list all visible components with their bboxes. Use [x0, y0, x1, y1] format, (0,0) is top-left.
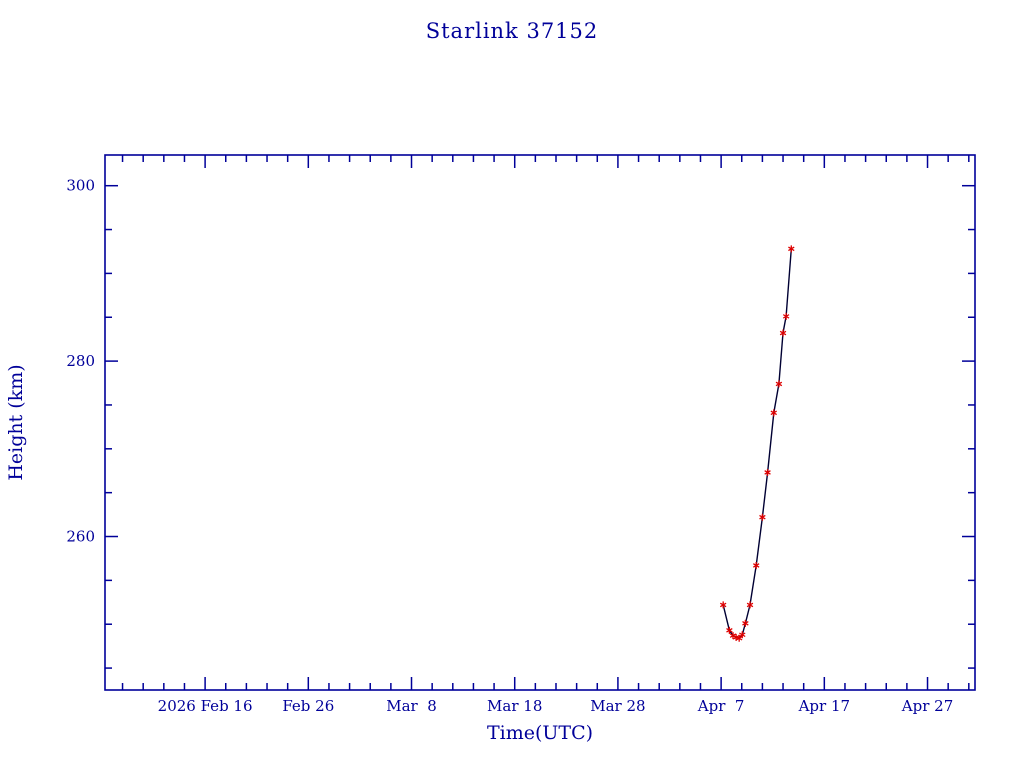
- x-tick-label: Mar 18: [487, 697, 542, 715]
- x-tick-label: Mar 8: [386, 697, 437, 715]
- plot-frame: [104, 154, 976, 691]
- x-tick-label: Apr 27: [901, 697, 953, 715]
- x-axis-title: Time(UTC): [487, 722, 593, 744]
- x-tick-label: Mar 28: [590, 697, 645, 715]
- data-point-asterisk: [764, 468, 771, 476]
- data-point-asterisk: [726, 626, 733, 634]
- x-tick-label: Feb 26: [282, 697, 334, 715]
- x-tick-label: Apr 7: [697, 697, 745, 715]
- data-point-asterisk: [739, 631, 746, 639]
- data-point-asterisk: [719, 601, 727, 609]
- data-point-asterisk: [752, 561, 760, 569]
- y-tick-label: 280: [66, 352, 95, 370]
- data-point-asterisk: [770, 409, 777, 417]
- axis-tick-labels: 2026 Feb 16 Feb 26 Mar 8 Mar 18 Mar 28 Apr 7 A…: [66, 177, 953, 715]
- chart-title: Starlink 37152: [426, 19, 599, 43]
- y-tick-label: 260: [66, 528, 95, 546]
- data-point-asterisk: [775, 380, 783, 388]
- data-point-asterisk: [788, 245, 795, 253]
- data-point-asterisk: [746, 601, 754, 609]
- data-point-asterisk: [742, 619, 749, 627]
- x-tick-label: 2026 Feb 16: [158, 697, 253, 715]
- y-axis-title: Height (km): [5, 364, 27, 480]
- y-tick-label: 300: [66, 177, 95, 195]
- x-tick-label: Apr 17: [798, 697, 850, 715]
- data-point-markers: [719, 245, 795, 642]
- data-point-asterisk: [779, 329, 787, 337]
- series-line: [722, 248, 792, 640]
- axis-ticks: [105, 155, 975, 690]
- data-point-asterisk: [782, 312, 790, 320]
- data-point-asterisk: [759, 513, 766, 521]
